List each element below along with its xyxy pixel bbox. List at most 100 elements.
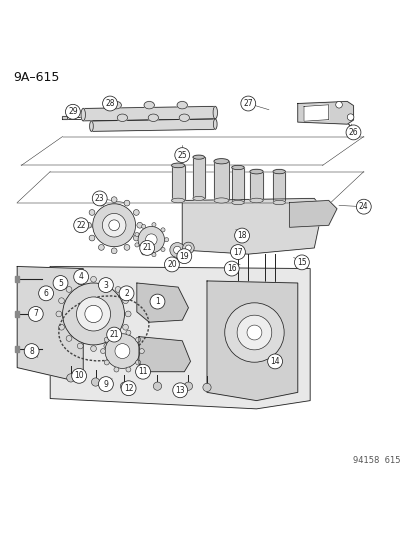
Circle shape [90, 277, 96, 282]
Circle shape [150, 294, 164, 309]
Circle shape [85, 305, 102, 322]
Text: 7: 7 [33, 310, 38, 318]
Circle shape [126, 367, 131, 372]
Circle shape [115, 344, 130, 359]
Circle shape [98, 377, 113, 392]
Text: 16: 16 [226, 264, 236, 273]
Circle shape [164, 257, 179, 272]
Polygon shape [231, 167, 244, 203]
Ellipse shape [213, 107, 217, 119]
Circle shape [347, 114, 353, 120]
Circle shape [77, 279, 83, 285]
Circle shape [65, 104, 80, 119]
Ellipse shape [90, 121, 93, 131]
Circle shape [38, 286, 53, 301]
Circle shape [122, 324, 128, 330]
Circle shape [185, 245, 191, 251]
Circle shape [115, 336, 121, 341]
Ellipse shape [171, 163, 184, 168]
Polygon shape [50, 266, 309, 409]
Text: 94158  615: 94158 615 [353, 456, 400, 465]
Circle shape [66, 336, 72, 341]
Circle shape [62, 283, 124, 345]
Ellipse shape [117, 114, 127, 122]
Ellipse shape [177, 101, 187, 109]
Text: 21: 21 [109, 330, 119, 339]
Ellipse shape [272, 169, 285, 174]
Circle shape [140, 240, 154, 255]
Ellipse shape [179, 114, 189, 122]
Text: 23: 23 [95, 194, 104, 203]
Circle shape [345, 125, 360, 140]
Text: 6: 6 [43, 289, 48, 298]
Circle shape [247, 325, 261, 340]
Circle shape [126, 330, 131, 335]
Polygon shape [297, 101, 353, 124]
Polygon shape [91, 119, 215, 131]
Circle shape [77, 343, 83, 349]
Ellipse shape [231, 165, 244, 169]
Circle shape [102, 213, 126, 237]
Text: 27: 27 [243, 99, 252, 108]
Circle shape [104, 279, 109, 285]
Text: 13: 13 [175, 386, 185, 395]
Ellipse shape [148, 114, 158, 122]
Polygon shape [192, 157, 204, 198]
Ellipse shape [249, 198, 263, 203]
Polygon shape [289, 200, 336, 227]
Circle shape [104, 343, 109, 349]
Polygon shape [139, 337, 190, 372]
Circle shape [234, 228, 249, 243]
Polygon shape [62, 116, 66, 119]
Circle shape [135, 243, 139, 247]
Text: 18: 18 [237, 231, 246, 240]
Circle shape [104, 337, 109, 342]
Circle shape [28, 306, 43, 321]
Circle shape [174, 148, 189, 163]
Text: 12: 12 [123, 384, 133, 393]
Text: 29: 29 [68, 107, 78, 116]
Circle shape [100, 349, 105, 353]
Polygon shape [15, 346, 19, 352]
Circle shape [93, 204, 135, 247]
Circle shape [135, 232, 139, 237]
Circle shape [102, 96, 117, 111]
Circle shape [98, 200, 104, 206]
Circle shape [105, 334, 140, 368]
Polygon shape [249, 172, 263, 200]
Circle shape [137, 222, 142, 228]
Polygon shape [171, 165, 184, 200]
Circle shape [107, 327, 121, 342]
Circle shape [115, 287, 121, 292]
Circle shape [56, 311, 62, 317]
Ellipse shape [171, 198, 184, 203]
Circle shape [237, 315, 271, 350]
Ellipse shape [249, 169, 263, 174]
Circle shape [98, 245, 104, 251]
Ellipse shape [214, 159, 228, 164]
Circle shape [267, 354, 282, 369]
Ellipse shape [214, 198, 228, 203]
Polygon shape [83, 107, 215, 121]
Circle shape [124, 200, 130, 206]
Circle shape [85, 222, 91, 228]
Circle shape [138, 227, 164, 253]
Circle shape [89, 235, 95, 241]
Circle shape [92, 191, 107, 206]
Text: 24: 24 [358, 202, 368, 211]
Ellipse shape [111, 101, 121, 109]
Circle shape [74, 269, 88, 284]
Text: 1: 1 [155, 297, 159, 306]
Ellipse shape [231, 200, 244, 205]
Polygon shape [206, 281, 297, 401]
Polygon shape [15, 311, 19, 317]
Circle shape [74, 218, 88, 233]
Polygon shape [214, 161, 228, 200]
Circle shape [109, 220, 119, 231]
Text: 19: 19 [179, 252, 189, 261]
Circle shape [152, 223, 156, 227]
Text: 14: 14 [270, 357, 279, 366]
Text: 9: 9 [103, 379, 108, 389]
Circle shape [76, 297, 110, 331]
Circle shape [184, 382, 192, 390]
